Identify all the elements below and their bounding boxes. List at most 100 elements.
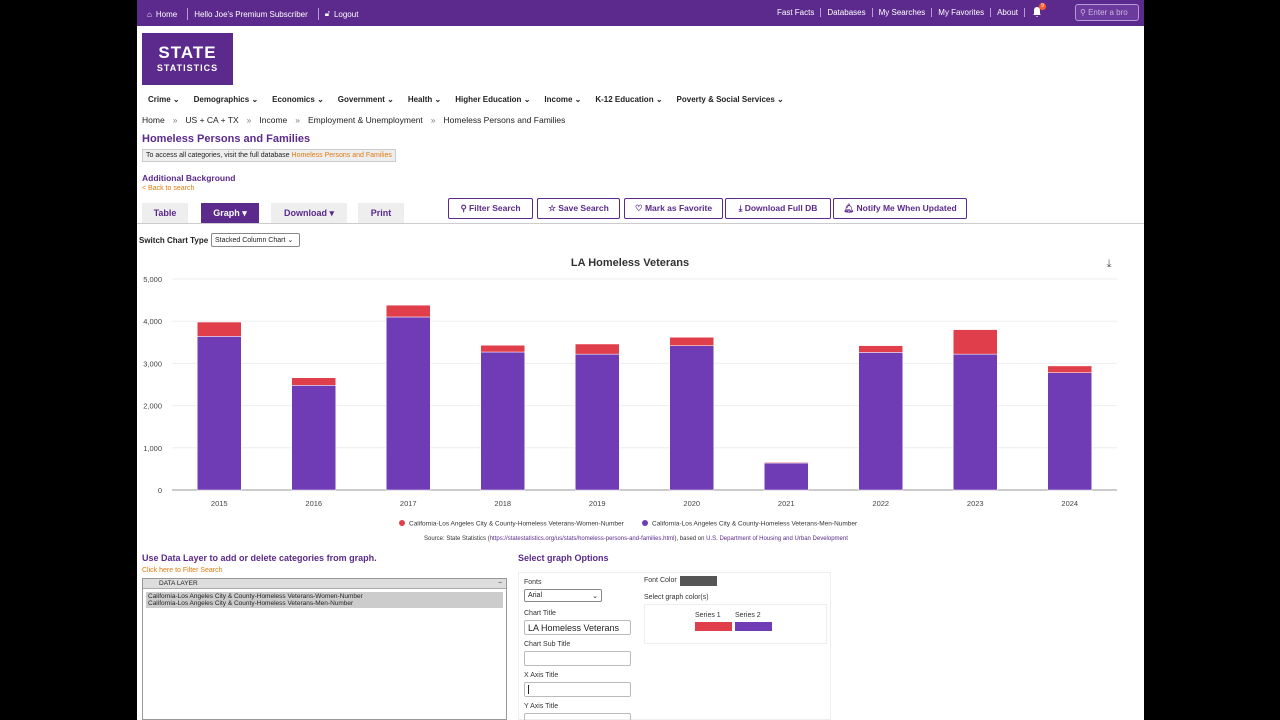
bar-women-2018 [480, 345, 525, 353]
lock-icon[interactable]: 🔓︎ [324, 9, 330, 18]
search-icon: ⚲ [460, 203, 467, 213]
breadcrumb-us-ca-tx[interactable]: US + CA + TX [185, 115, 239, 125]
home-icon[interactable]: ⌂ [147, 9, 152, 19]
y-tick-label: 1,000 [143, 444, 162, 453]
nav-income[interactable]: Income ⌄ [544, 95, 582, 104]
home-link[interactable]: Home [155, 9, 178, 19]
breadcrumb-income[interactable]: Income [259, 115, 288, 125]
filter-search-button[interactable]: ⚲ Filter Search [448, 198, 533, 219]
breadcrumb-employment[interactable]: Employment & Unemployment [308, 115, 423, 125]
x-tick-label: 2020 [683, 499, 700, 508]
logo-line2: STATISTICS [156, 63, 219, 73]
bar-women-2015 [197, 321, 242, 337]
my-searches-link[interactable]: My Searches [873, 7, 933, 17]
bell-icon[interactable]: 9 [1031, 3, 1046, 18]
greeting: Hello Joe's Premium Subscriber [194, 9, 308, 19]
tab-table[interactable]: Table [142, 203, 188, 223]
nav-higher-education[interactable]: Higher Education ⌄ [455, 95, 531, 104]
series1-color-swatch[interactable] [695, 622, 732, 631]
page: ⌂ Home Hello Joe's Premium Subscriber 🔓︎… [137, 0, 1144, 720]
list-item[interactable]: California-Los Angeles City & County-Hom… [148, 600, 354, 607]
font-color-swatch[interactable] [680, 576, 717, 586]
legend-marker-men [642, 520, 648, 526]
search-placeholder: Enter a bro [1088, 8, 1128, 17]
x-tick-label: 2015 [211, 499, 228, 508]
filter-search-link[interactable]: Click here to Filter Search [142, 567, 223, 574]
font-color-label: Font Color [644, 577, 677, 584]
mark-favorite-button[interactable]: ♡ Mark as Favorite [624, 198, 723, 219]
breadcrumb: Home » US + CA + TX » Income » Employmen… [142, 115, 573, 125]
y-axis-title-input[interactable] [524, 713, 631, 720]
tab-download[interactable]: Download ▾ [271, 203, 347, 223]
bar-men-2017 [386, 316, 431, 491]
chart-subtitle-input[interactable] [524, 651, 631, 666]
y-tick-label: 5,000 [143, 275, 162, 284]
top-search-input[interactable]: ⚲ Enter a bro [1075, 4, 1139, 21]
bar-men-2022 [858, 352, 903, 491]
series1-label: Series 1 [695, 612, 721, 619]
nav-poverty-social-services[interactable]: Poverty & Social Services ⌄ [676, 95, 784, 104]
chevron-down-icon: ⌄ [523, 95, 531, 104]
heart-icon: ♡ [634, 203, 643, 213]
nav-health[interactable]: Health ⌄ [407, 95, 442, 104]
breadcrumb-separator: » [430, 115, 436, 125]
about-link[interactable]: About [991, 7, 1025, 17]
notify-me-button[interactable]: 🔔︎ Notify Me When Updated [833, 198, 967, 219]
chart-title-input[interactable]: LA Homeless Veterans [524, 620, 631, 635]
page-title: Homeless Persons and Families [142, 133, 311, 145]
caret-down-icon: ▾ [329, 208, 335, 218]
download-full-db-button[interactable]: ⤓ Download Full DB [725, 198, 831, 219]
x-tick-label: 2018 [494, 499, 511, 508]
x-axis-title-input[interactable] [524, 682, 631, 697]
databases-link[interactable]: Databases [821, 7, 873, 17]
bar-men-2019 [575, 353, 620, 491]
bar-women-2024 [1047, 365, 1092, 373]
series2-label: Series 2 [735, 612, 761, 619]
nav-crime[interactable]: Crime ⌄ [148, 95, 180, 104]
y-tick-label: 4,000 [143, 317, 162, 326]
chart-source: Source: State Statistics (https://states… [424, 536, 848, 542]
fast-facts-link[interactable]: Fast Facts [771, 7, 822, 17]
bar-women-2023 [953, 329, 998, 355]
chevron-down-icon: ⌄ [287, 237, 294, 244]
breadcrumb-home[interactable]: Home [142, 115, 165, 125]
divider [187, 8, 189, 20]
divider [137, 223, 1144, 224]
chart-type-select[interactable]: Stacked Column Chart ⌄ [211, 233, 300, 247]
notification-badge: 9 [1038, 3, 1046, 10]
bar-women-2020 [669, 336, 714, 346]
font-select[interactable]: Arial ⌄ [524, 589, 602, 602]
tab-graph[interactable]: Graph ▾ [201, 203, 259, 223]
y-tick-label: 0 [158, 486, 162, 495]
breadcrumb-separator: » [246, 115, 252, 125]
tab-print[interactable]: Print [358, 203, 404, 223]
chevron-down-icon: ⌄ [655, 95, 663, 104]
nav-demographics[interactable]: Demographics ⌄ [193, 95, 259, 104]
nav-economics[interactable]: Economics ⌄ [272, 95, 324, 104]
bell-icon: 🔔︎ [843, 203, 855, 213]
x-axis-title-label: X Axis Title [524, 672, 559, 679]
nav-government[interactable]: Government ⌄ [337, 95, 394, 104]
list-item[interactable]: California-Los Angeles City & County-Hom… [148, 593, 363, 600]
data-layer-list[interactable]: California-Los Angeles City & County-Hom… [146, 592, 503, 608]
nav-k12-education[interactable]: K-12 Education ⌄ [595, 95, 663, 104]
save-search-button[interactable]: ☆ Save Search [537, 198, 620, 219]
my-favorites-link[interactable]: My Favorites [932, 7, 992, 17]
chart-download-icon[interactable]: ⤓ [1107, 257, 1112, 270]
x-tick-label: 2017 [400, 499, 417, 508]
state-statistics-logo[interactable]: STATE STATISTICS [142, 33, 233, 85]
caret-down-icon: ▾ [242, 208, 247, 218]
divider [317, 8, 319, 20]
series2-color-swatch[interactable] [735, 622, 772, 631]
back-to-search-link[interactable]: < Back to search [142, 185, 195, 192]
full-database-link[interactable]: Homeless Persons and Families [291, 152, 392, 159]
chart-title-label: Chart Title [524, 610, 556, 617]
additional-background-link[interactable]: Additional Background [142, 173, 236, 183]
logo-line1: STATE [158, 43, 217, 62]
save-icon: ☆ [548, 203, 556, 213]
logout-link[interactable]: Logout [333, 9, 359, 19]
bar-men-2024 [1047, 372, 1092, 491]
bar-women-2021 [764, 461, 809, 464]
minimize-icon[interactable]: − [498, 580, 502, 587]
chevron-down-icon: ⌄ [434, 95, 442, 104]
